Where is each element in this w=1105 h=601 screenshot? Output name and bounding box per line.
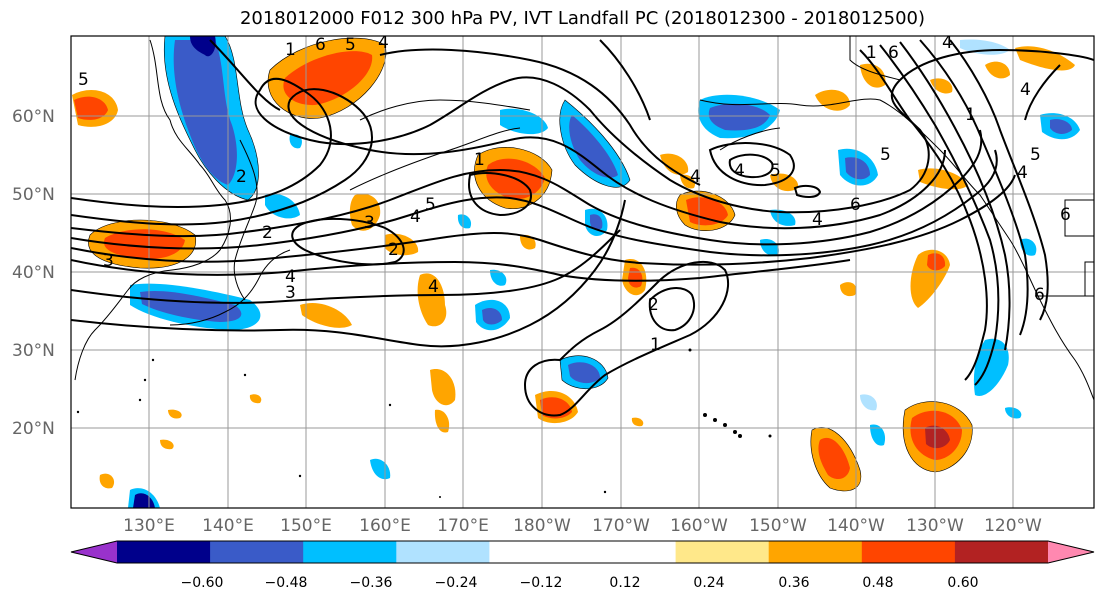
svg-text:5: 5 — [1030, 145, 1041, 165]
svg-text:1: 1 — [474, 150, 485, 170]
svg-text:4: 4 — [942, 33, 953, 53]
colorbar-tick-label: −0.24 — [435, 575, 478, 591]
colorbar-tick-label: −0.60 — [181, 575, 224, 591]
svg-text:1: 1 — [965, 105, 976, 125]
svg-text:4: 4 — [378, 33, 389, 53]
lon-label: 150°W — [749, 516, 807, 536]
svg-text:4: 4 — [1020, 80, 1031, 100]
pv-contours — [71, 39, 1094, 417]
lat-label: 30°N — [12, 341, 55, 361]
colorbar-segment — [396, 541, 490, 563]
svg-text:3: 3 — [103, 251, 114, 271]
colorbar-tick-label: 0.48 — [862, 575, 893, 591]
lon-label: 160°W — [670, 516, 728, 536]
svg-text:2: 2 — [236, 167, 247, 187]
svg-text:5: 5 — [880, 145, 891, 165]
colorbar-segment — [768, 541, 863, 563]
svg-text:4: 4 — [734, 161, 745, 181]
svg-text:1: 1 — [285, 40, 296, 60]
svg-text:5: 5 — [425, 195, 436, 215]
colorbar-segment — [489, 541, 583, 563]
colorbar-segment — [954, 541, 1049, 563]
svg-text:1: 1 — [650, 335, 661, 355]
colorbar-segment — [861, 541, 956, 563]
lon-label: 160°E — [359, 516, 411, 536]
svg-text:6: 6 — [1060, 205, 1071, 225]
longitude-labels: 130°E 140°E 150°E 160°E 170°E 180°W 170°… — [123, 516, 1042, 536]
svg-text:4: 4 — [428, 277, 439, 297]
svg-text:5: 5 — [770, 161, 781, 181]
svg-text:2: 2 — [262, 223, 273, 243]
lon-label: 120°W — [984, 516, 1042, 536]
lon-label: 150°E — [280, 516, 332, 536]
svg-text:4: 4 — [690, 167, 701, 187]
lat-label: 20°N — [12, 419, 55, 439]
colorbar-segment — [675, 541, 770, 563]
latitude-labels: 60°N 50°N 40°N 30°N 20°N — [12, 107, 55, 439]
svg-text:2: 2 — [388, 240, 399, 260]
colorbar — [70, 540, 1095, 564]
lon-label: 140°E — [202, 516, 254, 536]
svg-text:4: 4 — [285, 267, 296, 287]
colorbar-segment — [117, 541, 211, 563]
colorbar-tick-label: 0.24 — [693, 575, 724, 591]
svg-text:2: 2 — [648, 295, 659, 315]
negative-anomaly-fill — [128, 36, 1080, 508]
colorbar-segment — [303, 541, 397, 563]
colorbar-tick-labels: −0.60 −0.48 −0.36 −0.24 −0.12 0.12 0.24 … — [181, 575, 979, 591]
lat-label: 40°N — [12, 263, 55, 283]
colorbar-outline — [70, 540, 1095, 564]
colorbar-tick-label: −0.48 — [265, 575, 308, 591]
coastlines — [74, 36, 1094, 401]
lon-label: 170°E — [437, 516, 489, 536]
islands — [76, 348, 772, 498]
lon-label: 140°W — [827, 516, 885, 536]
colorbar-segment — [582, 541, 677, 563]
svg-text:1: 1 — [866, 43, 877, 63]
colorbar-tick-label: 0.36 — [778, 575, 809, 591]
svg-text:6: 6 — [1034, 285, 1045, 305]
lat-label: 50°N — [12, 185, 55, 205]
svg-text:6: 6 — [850, 195, 861, 215]
svg-text:3: 3 — [364, 213, 375, 233]
svg-text:4: 4 — [812, 210, 823, 230]
contour-labels: 5 1 6 5 4 1 6 4 1 5 4 1 2 5 4 4 5 6 4 3 … — [78, 33, 1071, 355]
svg-text:3: 3 — [285, 283, 296, 303]
map-frame — [70, 35, 1095, 509]
colorbar-extend-min — [71, 541, 117, 563]
svg-text:6: 6 — [888, 43, 899, 63]
colorbar-tick-label: 0.60 — [947, 575, 978, 591]
gridlines — [71, 36, 1094, 508]
colorbar-segment — [210, 541, 304, 563]
lon-label: 170°W — [592, 516, 650, 536]
svg-text:5: 5 — [78, 70, 89, 90]
lon-label: 180°W — [513, 516, 571, 536]
colorbar-extend-max — [1048, 541, 1094, 563]
lon-label: 130°E — [123, 516, 175, 536]
map-title: 2018012000 F012 300 hPa PV, IVT Landfall… — [239, 8, 926, 29]
colorbar-tick-label: 0.12 — [609, 575, 640, 591]
lon-label: 130°W — [906, 516, 964, 536]
colorbar-tick-label: −0.36 — [350, 575, 393, 591]
svg-text:4: 4 — [1017, 163, 1028, 183]
svg-text:5: 5 — [345, 35, 356, 55]
svg-text:4: 4 — [410, 207, 421, 227]
lat-label: 60°N — [12, 107, 55, 127]
svg-text:6: 6 — [315, 35, 326, 55]
colorbar-tick-label: −0.12 — [520, 575, 563, 591]
